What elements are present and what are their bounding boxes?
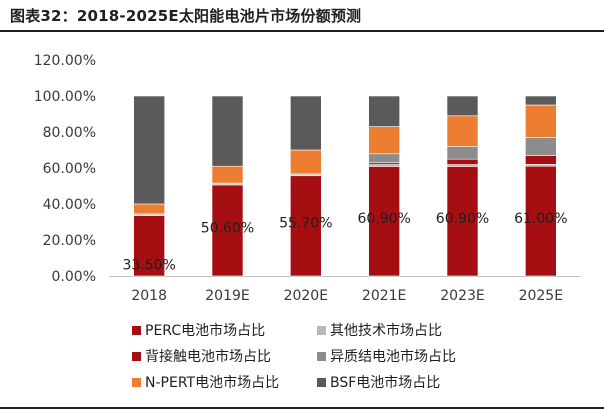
legend-item-npert: N-PERT电池市场占比: [132, 372, 317, 392]
legend-label: BSF电池市场占比: [330, 375, 441, 391]
legend-item-other_tech: 其他技术市场占比: [317, 320, 492, 340]
bar-segment-bsf: [211, 95, 244, 167]
bar-segment-perc: [290, 175, 322, 277]
legend-swatch: [317, 351, 326, 361]
data-label: 61.00%: [514, 211, 567, 227]
bar-segment-hetero: [446, 146, 479, 160]
y-tick-label: 80.00%: [43, 125, 96, 141]
chart-legend: PERC电池市场占比 其他技术市场占比背接触电池市场占比 异质结电池市场占比 N-PE…: [132, 320, 492, 392]
data-label: 50.60%: [201, 220, 254, 236]
legend-item-hetero: 异质结电池市场占比: [317, 346, 492, 366]
bar-segment-perc: [133, 215, 165, 277]
stacked-bar-chart: 0.00% 20.00% 40.00% 60.00% 80.00% 100.00% 120.…: [34, 53, 580, 304]
data-label: 60.90%: [357, 211, 410, 227]
bar-segment-npert: [368, 126, 400, 155]
data-label: 55.70%: [279, 216, 332, 232]
legend-label: 背接触电池市场占比: [145, 349, 271, 365]
bar-segment-npert: [211, 165, 244, 184]
x-tick-label: 2019E: [205, 288, 249, 304]
legend-item-perc: PERC电池市场占比: [132, 320, 317, 340]
y-tick-label: 20.00%: [43, 233, 96, 249]
figure-title-bar: 图表32：2018-2025E太阳能电池片市场份额预测: [0, 0, 604, 32]
x-tick-label: 2023E: [440, 288, 484, 304]
bar-segment-bsf: [133, 95, 165, 205]
legend-label: 异质结电池市场占比: [330, 349, 456, 365]
legend-swatch: [132, 351, 141, 361]
y-tick-label: 0.00%: [52, 269, 96, 285]
x-tick-label: 2025E: [519, 288, 563, 304]
legend-label: 其他技术市场占比: [330, 323, 442, 339]
figure-title: 图表32：2018-2025E太阳能电池片市场份额预测: [10, 6, 362, 25]
bar-segment-npert: [290, 149, 322, 175]
y-tick-label: 100.00%: [34, 89, 96, 105]
y-tick-label: 40.00%: [43, 197, 96, 213]
bar-segment-back_contact: [525, 155, 557, 165]
legend-swatch: [317, 377, 326, 387]
x-tick-label: 2020E: [284, 288, 328, 304]
bar-segment-npert: [446, 115, 479, 147]
bar-segment-perc: [211, 184, 244, 277]
bar-segment-hetero: [368, 153, 400, 164]
legend-label: PERC电池市场占比: [145, 323, 266, 339]
legend-swatch: [317, 325, 326, 335]
bar-segment-bsf: [446, 95, 479, 117]
data-label: 60.90%: [436, 211, 489, 227]
y-tick-label: 120.00%: [34, 53, 96, 69]
x-tick-label: 2018: [131, 288, 167, 304]
bottom-rule: [0, 407, 604, 409]
bar-segment-npert: [525, 104, 557, 138]
bar-segment-bsf: [290, 95, 322, 151]
bar-segment-npert: [133, 203, 165, 215]
bar-segment-hetero: [525, 137, 557, 156]
legend-item-back_contact: 背接触电池市场占比: [132, 346, 317, 366]
bar-segment-back_contact: [446, 158, 479, 165]
x-tick-label: 2021E: [362, 288, 406, 304]
y-tick-label: 60.00%: [43, 161, 96, 177]
legend-swatch: [132, 325, 141, 335]
bar-segment-bsf: [525, 95, 557, 106]
legend-item-bsf: BSF电池市场占比: [317, 372, 492, 392]
data-label: 33.50%: [122, 258, 175, 274]
bar-segment-bsf: [368, 95, 400, 127]
legend-label: N-PERT电池市场占比: [145, 375, 280, 391]
legend-swatch: [132, 377, 141, 387]
